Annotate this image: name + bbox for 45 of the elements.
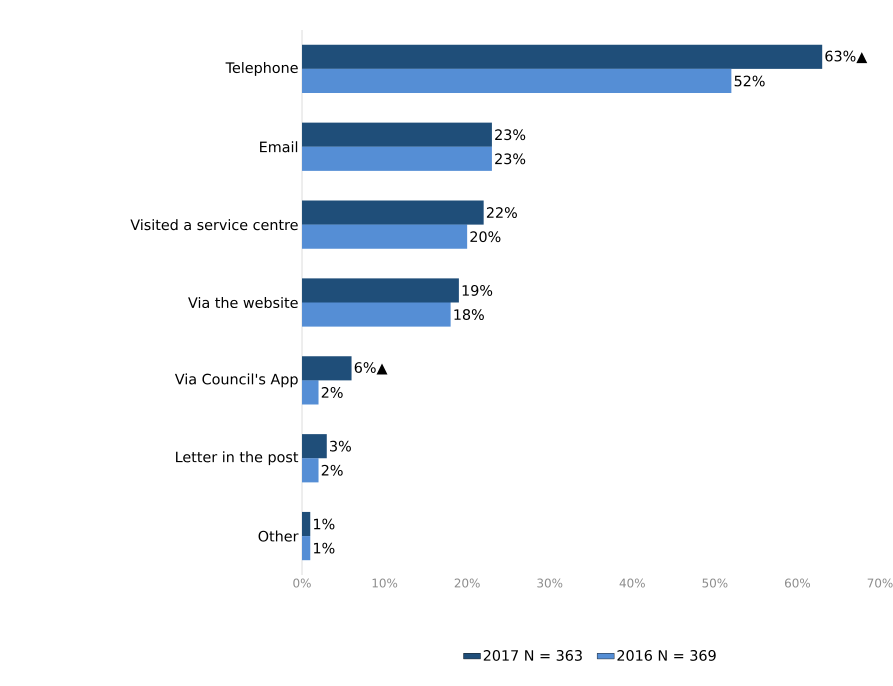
data-label: 52%: [734, 76, 765, 86]
bar: [302, 122, 492, 147]
x-tick-label: 40%: [620, 578, 645, 588]
bar: [302, 278, 459, 302]
x-tick-label: 60%: [784, 578, 810, 588]
bar: [302, 302, 451, 327]
y-tick-label: Via Council's App: [174, 373, 298, 388]
data-label: 1%: [314, 518, 334, 530]
x-tick-label: 50%: [702, 578, 728, 588]
data-label: 63%▲: [825, 50, 868, 64]
x-tick-label: 30%: [537, 578, 562, 588]
bar: [302, 224, 468, 249]
data-label: 20%: [470, 231, 500, 242]
y-tick-label: Letter in the post: [176, 451, 298, 466]
data-label: 23%: [495, 153, 526, 164]
bar: [302, 458, 319, 482]
x-tick-label: 10%: [372, 578, 398, 588]
y-tick-label: Other: [258, 530, 298, 542]
data-label: 18%: [454, 309, 484, 320]
bar: [302, 44, 822, 69]
x-tick-label: 70%: [868, 578, 893, 588]
bar: [302, 356, 352, 380]
legend-label: 2016 N = 369: [617, 650, 716, 661]
bar: [302, 380, 319, 404]
data-label: 1%: [314, 542, 334, 554]
bar: [302, 68, 732, 94]
legend-label: 2017 N = 363: [484, 650, 582, 661]
data-label: 23%: [495, 129, 526, 140]
y-tick-label: Via the website: [188, 296, 298, 308]
data-label: 19%: [462, 285, 492, 296]
data-label: 6%▲: [354, 362, 388, 374]
y-tick-label: Telephone: [226, 62, 298, 76]
bar: [302, 146, 492, 171]
x-tick-label: 0%: [293, 578, 311, 588]
bar: [302, 536, 310, 560]
data-label: 2%: [322, 464, 343, 476]
x-tick-label: 20%: [454, 578, 480, 588]
bar: [302, 512, 310, 536]
data-label: 3%: [330, 440, 351, 452]
bar: [302, 200, 484, 225]
bar: [302, 434, 327, 458]
y-tick-label: Email: [260, 141, 298, 152]
data-label: 2%: [322, 387, 343, 398]
data-label: 22%: [486, 207, 517, 218]
y-tick-label: Visited a service centre: [130, 219, 298, 230]
